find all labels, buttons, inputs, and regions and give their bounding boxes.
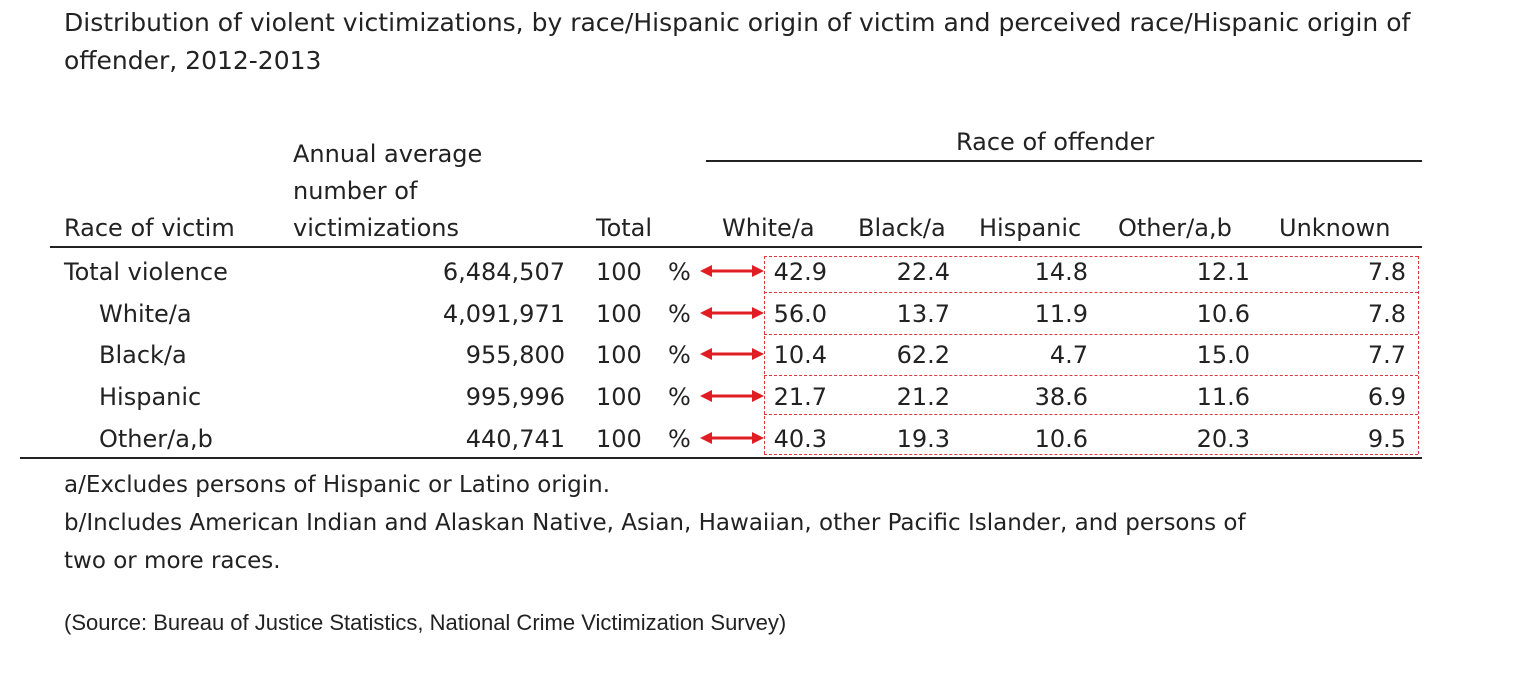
arrow-icon <box>700 307 764 319</box>
cell-black: 19.3 <box>896 425 950 453</box>
cell-white: 56.0 <box>773 300 827 328</box>
highlight-divider-3 <box>764 375 1418 376</box>
cell-black: 22.4 <box>896 258 950 286</box>
cell-white: 42.9 <box>773 258 827 286</box>
cell-black: 21.2 <box>896 383 950 411</box>
header-bottom-rule <box>50 246 1422 248</box>
cell-unknown: 7.7 <box>1367 341 1406 369</box>
cell-other: 11.6 <box>1196 383 1250 411</box>
row-number: 4,091,971 <box>442 300 565 328</box>
arrow-icon <box>700 390 764 402</box>
cell-hispanic: 4.7 <box>1049 341 1088 369</box>
footnote-b-line-1: b/Includes American Indian and Alaskan N… <box>64 510 1246 536</box>
header-other: Other/a,b <box>1118 214 1232 242</box>
row-label-black: Black/a <box>99 341 187 369</box>
cell-hispanic: 11.9 <box>1034 300 1088 328</box>
row-percent-sign: % <box>668 258 691 286</box>
row-percent-sign: % <box>668 300 691 328</box>
row-label-total-violence: Total violence <box>64 258 228 286</box>
footnote-a: a/Excludes persons of Hispanic or Latino… <box>64 472 611 498</box>
cell-white: 10.4 <box>773 341 827 369</box>
header-annual-line-3: victimizations <box>293 214 459 242</box>
header-unknown: Unknown <box>1279 214 1391 242</box>
cell-other: 20.3 <box>1196 425 1250 453</box>
header-annual-line-2: number of <box>293 177 418 205</box>
arrow-icon <box>700 348 764 360</box>
cell-unknown: 7.8 <box>1367 300 1406 328</box>
row-number: 995,996 <box>465 383 565 411</box>
cell-white: 40.3 <box>773 425 827 453</box>
footnote-b-line-2: two or more races. <box>64 548 281 574</box>
row-label-white: White/a <box>99 300 192 328</box>
cell-hispanic: 14.8 <box>1034 258 1088 286</box>
source-citation: (Source: Bureau of Justice Statistics, N… <box>64 610 787 635</box>
row-label-hispanic: Hispanic <box>99 383 202 411</box>
cell-hispanic: 10.6 <box>1034 425 1088 453</box>
row-label-other: Other/a,b <box>99 425 213 453</box>
table-title-line-2: offender, 2012-2013 <box>64 46 322 75</box>
header-race-of-victim: Race of victim <box>64 214 235 242</box>
header-total: Total <box>596 214 653 242</box>
cell-black: 62.2 <box>896 341 950 369</box>
highlight-box-right <box>1418 256 1419 454</box>
row-total: 100 <box>596 341 642 369</box>
cell-hispanic: 38.6 <box>1034 383 1088 411</box>
header-annual-line-1: Annual average <box>293 140 483 168</box>
cell-other: 15.0 <box>1196 341 1250 369</box>
highlight-box-left <box>764 256 765 454</box>
header-hispanic: Hispanic <box>979 214 1082 242</box>
row-total: 100 <box>596 258 642 286</box>
table-title-line-1: Distribution of violent victimizations, … <box>64 8 1411 37</box>
header-race-of-offender: Race of offender <box>956 128 1155 156</box>
row-percent-sign: % <box>668 425 691 453</box>
highlight-box-top <box>764 256 1418 257</box>
cell-unknown: 9.5 <box>1367 425 1406 453</box>
cell-white: 21.7 <box>773 383 827 411</box>
cell-unknown: 6.9 <box>1367 383 1406 411</box>
row-number: 6,484,507 <box>442 258 565 286</box>
arrow-icon <box>700 432 764 444</box>
cell-unknown: 7.8 <box>1367 258 1406 286</box>
row-total: 100 <box>596 300 642 328</box>
table-bottom-rule <box>20 457 1422 459</box>
cell-other: 10.6 <box>1196 300 1250 328</box>
cell-other: 12.1 <box>1196 258 1250 286</box>
row-percent-sign: % <box>668 383 691 411</box>
arrow-icon <box>700 265 764 277</box>
row-total: 100 <box>596 425 642 453</box>
row-number: 955,800 <box>465 341 565 369</box>
highlight-divider-1 <box>764 292 1418 293</box>
cell-black: 13.7 <box>896 300 950 328</box>
row-percent-sign: % <box>668 341 691 369</box>
row-total: 100 <box>596 383 642 411</box>
highlight-box-bottom <box>764 454 1418 455</box>
highlight-divider-2 <box>764 334 1418 335</box>
highlight-divider-4 <box>764 414 1418 415</box>
row-number: 440,741 <box>465 425 565 453</box>
offender-spanner-rule <box>706 160 1422 162</box>
header-white: White/a <box>722 214 815 242</box>
header-black: Black/a <box>858 214 946 242</box>
